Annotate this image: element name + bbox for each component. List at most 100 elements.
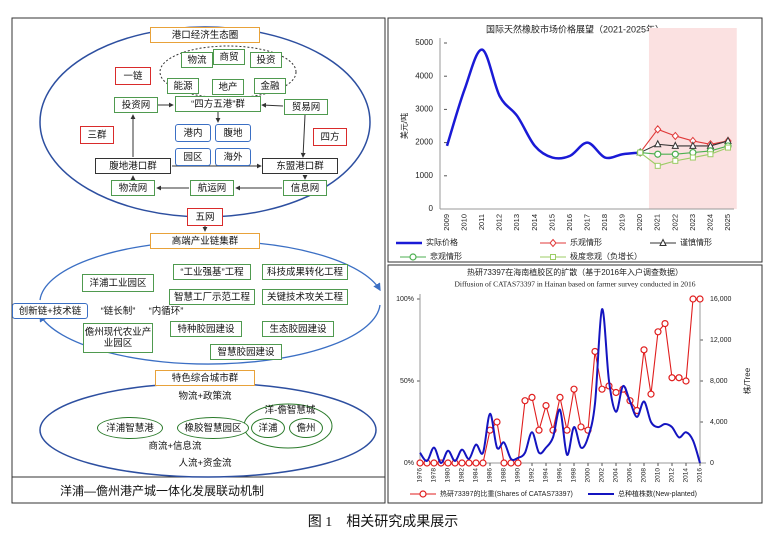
point	[430, 459, 438, 467]
diagram-node: 物流网	[111, 180, 155, 196]
x-tick-label: 2017	[582, 214, 591, 231]
point	[444, 459, 452, 467]
x-tick-label: 2010	[460, 214, 469, 231]
point	[556, 393, 564, 401]
chart-title: 国际天然橡胶市场价格展望（2021-2025年）	[486, 23, 664, 34]
diagram-node: 物流+政策流	[178, 390, 232, 402]
point	[672, 157, 679, 164]
legend-label: 实际价格	[426, 237, 458, 247]
x-tick-label: 2016	[565, 214, 574, 231]
y-tick-label: 0	[710, 460, 714, 467]
diagram-node: 洋浦智慧港	[97, 417, 163, 439]
point	[668, 374, 676, 382]
diagram-node: 商贸	[213, 49, 245, 65]
point	[654, 125, 662, 134]
diagram-node: 洋浦工业园区	[82, 274, 154, 292]
point	[500, 459, 508, 467]
legend-marker	[549, 238, 557, 248]
x-tick-label: 2000	[585, 468, 592, 483]
x-tick-label: 2011	[477, 214, 486, 230]
ring	[39, 304, 381, 365]
point	[612, 388, 620, 397]
point	[535, 426, 543, 434]
x-tick-label: 2006	[627, 468, 634, 483]
point	[514, 459, 522, 467]
point	[654, 328, 662, 336]
diagram-node: 三群	[80, 126, 114, 144]
x-tick-label: 2022	[670, 214, 679, 231]
diagram-node: 特色综合城市群	[155, 370, 255, 386]
x-tick-label: 2024	[705, 214, 714, 231]
x-tick-label: 1980	[445, 468, 452, 483]
point	[647, 390, 655, 398]
x-tick-label: 1988	[501, 468, 508, 483]
point	[637, 149, 644, 156]
x-tick-label: 2012	[669, 468, 676, 483]
point	[707, 151, 714, 158]
diagram-node: 橡胶智慧园区	[177, 417, 249, 439]
point	[671, 150, 679, 158]
x-tick-label: 1986	[487, 468, 494, 483]
y-tick-label: 100%	[396, 296, 414, 303]
diagram-node: 洋-儋智慧城	[264, 404, 316, 416]
diagram-node: 生态胶园建设	[262, 321, 334, 337]
chart-frame	[387, 264, 763, 504]
point	[671, 131, 679, 141]
point	[675, 374, 683, 382]
diagram-node: 能源	[167, 78, 199, 94]
point	[689, 154, 696, 161]
diagram-node: 投资网	[114, 97, 158, 113]
y-tick-label: 3000	[415, 105, 433, 114]
x-tick-label: 2020	[635, 214, 644, 231]
diagram-node: “链长制”	[100, 305, 136, 317]
chart-frame	[387, 17, 763, 263]
point	[479, 459, 487, 467]
point	[689, 141, 697, 149]
diagram-node: 儋州现代农业产业园区	[83, 323, 153, 353]
x-tick-label: 2002	[599, 468, 606, 483]
x-tick-label: 2004	[613, 468, 620, 483]
point	[570, 385, 578, 393]
y-tick-label: 4000	[415, 71, 433, 80]
y-tick-label: 8,000	[710, 378, 728, 385]
point	[598, 385, 606, 393]
diagram-node: “内循环”	[148, 305, 184, 317]
diagram-node: 东盟港口群	[262, 158, 338, 174]
diagram-node: 金融	[254, 78, 286, 94]
x-tick-label: 2014	[530, 214, 539, 231]
legend-label: 乐观情形	[570, 237, 602, 247]
y-tick-label: 50%	[400, 378, 414, 385]
diagram-node: 物流	[181, 52, 213, 68]
legend-marker	[659, 238, 667, 246]
x-tick-label: 2008	[641, 468, 648, 483]
x-tick-label: 1984	[473, 468, 480, 483]
y-tick-label: 5000	[415, 38, 433, 47]
diagram-node: 海外	[215, 148, 251, 166]
y-axis-label: 美元/吨	[399, 113, 409, 139]
y-tick-label: 1000	[415, 171, 433, 180]
point	[682, 377, 690, 385]
diagram-node: 创新链+技术链	[12, 303, 88, 319]
diagram-node: 贸易网	[284, 99, 328, 115]
y-tick-label: 0	[429, 204, 434, 213]
diagram-node: 四方	[313, 128, 347, 146]
legend-label: 悲观情形	[430, 251, 462, 261]
diagram-node: 五网	[187, 208, 223, 226]
point	[521, 397, 529, 405]
x-tick-label: 2014	[683, 468, 690, 483]
x-tick-label: 2010	[655, 468, 662, 483]
diagram-node: 洋浦	[251, 418, 285, 438]
diagram-title: 洋浦—儋州港产城一体化发展联动机制	[60, 483, 265, 498]
point	[542, 402, 550, 410]
point	[416, 459, 424, 467]
x-tick-label: 1996	[557, 468, 564, 483]
diagram-node: 港内	[175, 124, 211, 142]
diagram-node: 腹地港口群	[95, 158, 171, 174]
x-tick-label: 2025	[723, 214, 732, 231]
diagram-node: 地产	[212, 79, 244, 95]
x-tick-label: 2012	[495, 214, 504, 231]
point	[654, 162, 661, 169]
diagram-node: 特种胶园建设	[170, 321, 242, 337]
y2-axis-label: 株/Tree	[742, 367, 752, 394]
